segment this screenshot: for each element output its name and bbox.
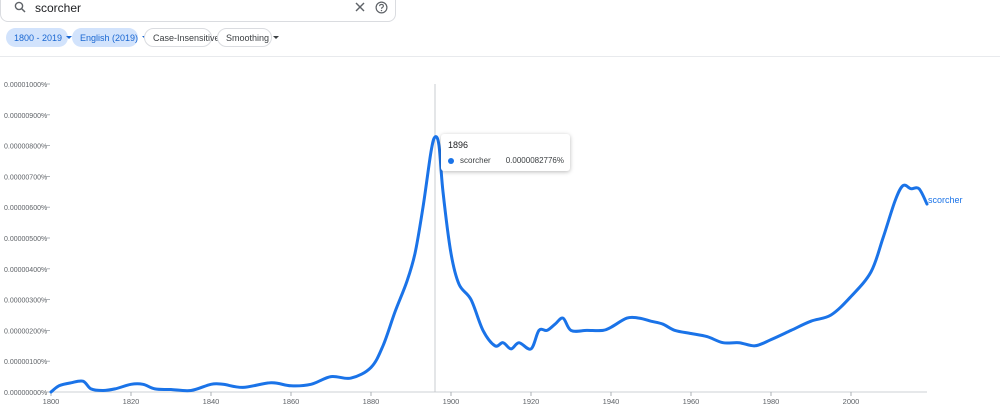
- x-tick-label: 1860: [283, 397, 300, 406]
- x-tick-label: 1800: [43, 397, 60, 406]
- smoothing-filter[interactable]: Smoothing: [217, 28, 280, 47]
- x-tick-label: 1960: [683, 397, 700, 406]
- series-line-scorcher: [49, 135, 929, 394]
- y-tick-label: 0.00000300%: [4, 298, 47, 305]
- case-insensitive-toggle[interactable]: Case-Insensitive: [144, 28, 220, 47]
- x-tick-label: 1900: [443, 397, 460, 406]
- search-box[interactable]: scorcher: [0, 0, 396, 22]
- tooltip-series-name: scorcher: [460, 156, 491, 165]
- help-icon[interactable]: [375, 1, 388, 14]
- x-tick-label: 2000: [843, 397, 860, 406]
- x-tick-label: 1920: [523, 397, 540, 406]
- y-tick-label: 0.00001000%: [4, 82, 47, 89]
- tooltip: 1896 scorcher 0.0000082776%: [441, 134, 570, 171]
- x-tick-label: 1980: [763, 397, 780, 406]
- x-tick-label: 1820: [123, 397, 140, 406]
- smoothing-label: Smoothing: [226, 32, 270, 43]
- series-end-label: scorcher: [928, 195, 963, 205]
- y-tick-label: 0.00000400%: [4, 267, 47, 274]
- x-tick-label: 1840: [203, 397, 220, 406]
- chevron-down-icon: [273, 36, 280, 39]
- y-tick-label: 0.00000900%: [4, 113, 47, 120]
- y-tick-label: 0.00000100%: [4, 359, 47, 366]
- y-tick-label: 0.00000600%: [4, 205, 47, 212]
- search-input[interactable]: scorcher: [35, 1, 82, 15]
- search-icon: [14, 1, 26, 13]
- tooltip-value: 0.0000082776%: [505, 156, 564, 165]
- y-tick-label: 0.00000000%: [4, 390, 47, 397]
- date-range-label: 1800 - 2019: [14, 32, 63, 43]
- y-tick-label: 0.00000800%: [4, 144, 47, 151]
- y-tick-label: 0.00000700%: [4, 174, 47, 181]
- chevron-down-icon: [66, 36, 73, 39]
- date-range-filter[interactable]: 1800 - 2019: [6, 28, 73, 47]
- close-icon[interactable]: [354, 1, 366, 13]
- y-tick-label: 0.00000200%: [4, 328, 47, 335]
- case-insensitive-label: Case-Insensitive: [153, 32, 220, 43]
- y-tick-label: 0.00000500%: [4, 236, 47, 243]
- x-tick-label: 1880: [363, 397, 380, 406]
- tooltip-year: 1896: [448, 140, 469, 150]
- x-tick-label: 1940: [603, 397, 620, 406]
- series-dot-icon: [448, 158, 454, 164]
- divider: [0, 56, 1000, 57]
- corpus-label: English (2019): [80, 32, 139, 43]
